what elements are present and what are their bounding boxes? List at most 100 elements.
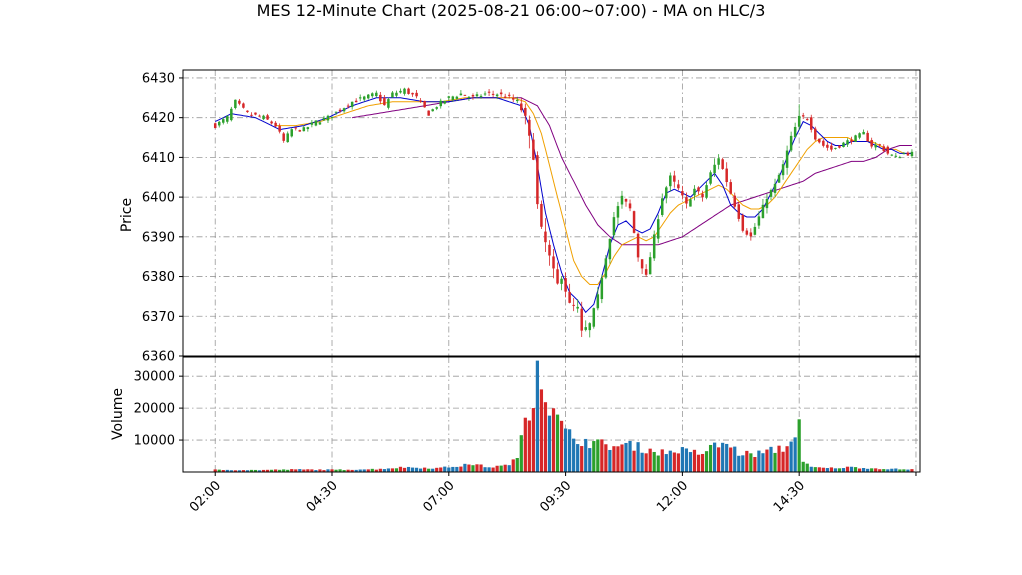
volume-bar	[894, 468, 898, 472]
candle-body	[830, 145, 833, 150]
candle-body	[242, 103, 245, 108]
candle-body	[644, 269, 648, 275]
candle-body	[511, 98, 515, 100]
candle-body	[226, 116, 229, 122]
candle-body	[350, 101, 354, 108]
volume-bar	[696, 454, 701, 472]
candle-body	[290, 129, 293, 137]
candle-body	[548, 244, 551, 256]
volume-bar	[358, 469, 362, 472]
time-axis: 02:00 04:30 07:00 09:30 12:00 14:30	[187, 472, 917, 515]
volume-bar	[439, 467, 443, 472]
candle-body	[640, 259, 644, 269]
candle-body	[870, 140, 873, 147]
candle-body	[415, 92, 418, 97]
volume-bar	[233, 470, 237, 472]
volume-bar	[527, 420, 531, 472]
candle-body	[741, 215, 745, 231]
volume-bar	[495, 465, 499, 472]
candle-body	[540, 203, 543, 227]
candle-body	[367, 94, 370, 99]
volume-bar	[374, 469, 378, 472]
volume-bar	[841, 468, 846, 472]
candle-body	[383, 97, 386, 106]
volume-bar	[406, 466, 411, 472]
candle-body	[661, 198, 664, 215]
candle-body	[793, 126, 797, 138]
volume-bar	[314, 470, 318, 472]
price-panel-background	[183, 70, 920, 356]
price-tick-label: 6360	[142, 350, 175, 365]
candle-body	[910, 151, 914, 157]
volume-bar	[902, 469, 906, 472]
candle-body	[258, 115, 261, 117]
volume-bar	[620, 444, 624, 472]
volume-bar	[261, 469, 266, 472]
volume-bar	[700, 453, 705, 472]
candle-body	[669, 175, 672, 187]
candle-body	[725, 168, 728, 183]
volume-bar	[640, 452, 644, 472]
volume-bar	[656, 455, 660, 472]
candle-body	[729, 182, 732, 194]
volume-bar	[274, 469, 278, 472]
candle-body	[616, 206, 620, 218]
volume-bar	[596, 439, 600, 472]
candle-body	[886, 146, 890, 154]
volume-bar	[825, 468, 829, 472]
candle-body	[781, 164, 785, 176]
volume-bar	[217, 469, 221, 472]
candle-body	[503, 96, 507, 98]
candle-body	[274, 122, 277, 127]
candle-body	[254, 112, 257, 115]
volume-bar	[221, 470, 225, 472]
volume-bar	[837, 468, 842, 472]
candle-body	[524, 107, 527, 116]
candle-body	[342, 108, 346, 112]
volume-bar	[298, 469, 302, 472]
volume-bar	[821, 467, 825, 472]
candle-body	[846, 140, 849, 145]
candle-body	[898, 157, 902, 159]
candle-body	[532, 139, 535, 160]
volume-bar	[809, 466, 813, 472]
candle-body	[854, 135, 857, 142]
volume-bar	[559, 420, 564, 472]
volume-bar	[853, 467, 858, 472]
candle-body	[250, 114, 253, 116]
candle-body	[689, 199, 692, 207]
candle-body	[459, 93, 463, 96]
candle-body	[858, 133, 861, 138]
volume-bar	[402, 467, 407, 472]
candle-body	[717, 158, 720, 165]
candle-body	[552, 256, 555, 269]
volume-axis-label: Volume	[110, 388, 126, 440]
volume-bar	[664, 454, 668, 472]
candle-body	[403, 88, 406, 94]
volume-tick-label: 20000	[134, 402, 175, 417]
volume-bar	[443, 466, 447, 472]
candle-body	[878, 144, 881, 146]
volume-bar	[672, 452, 676, 472]
candle-body	[399, 90, 402, 93]
volume-bar	[898, 469, 902, 472]
volume-bar	[471, 465, 475, 472]
volume-bar	[531, 408, 535, 472]
candle-body	[507, 94, 511, 96]
volume-bar	[749, 453, 753, 472]
candle-body	[411, 92, 414, 95]
volume-bar	[712, 442, 717, 472]
volume-bar	[447, 467, 451, 472]
volume-bar	[463, 463, 467, 472]
candle-body	[749, 232, 753, 237]
volume-bar	[483, 467, 487, 472]
volume-bar	[386, 468, 391, 472]
volume-bar	[789, 441, 793, 472]
candle-body	[588, 323, 592, 331]
volume-bar	[338, 469, 342, 472]
candle-body	[346, 105, 350, 107]
candle-body	[286, 133, 289, 143]
candle-body	[354, 100, 358, 103]
candle-body	[890, 154, 894, 156]
volume-bar	[692, 449, 697, 472]
